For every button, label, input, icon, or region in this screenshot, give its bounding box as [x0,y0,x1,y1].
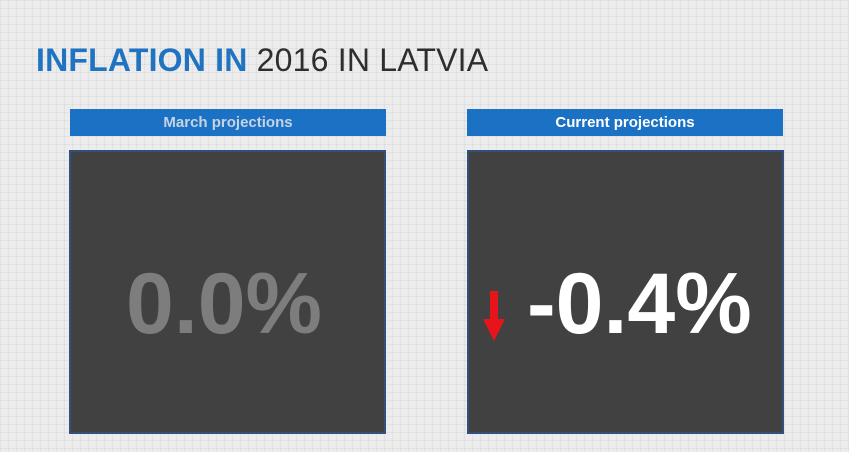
title-emphasis: INFLATION IN [36,42,248,78]
march-projections-panel: 0.0% [69,150,386,434]
current-projections-header: Current projections [467,109,783,136]
title-rest: 2016 IN LATVIA [256,42,489,78]
current-projection-value: -0.4% [527,256,752,352]
current-projections-panel: -0.4% [467,150,784,434]
slide-title: INFLATION IN 2016 IN LATVIA [36,40,488,80]
march-projection-value: 0.0% [126,256,323,352]
march-projections-header: March projections [70,109,386,136]
down-arrow-icon [483,291,505,341]
